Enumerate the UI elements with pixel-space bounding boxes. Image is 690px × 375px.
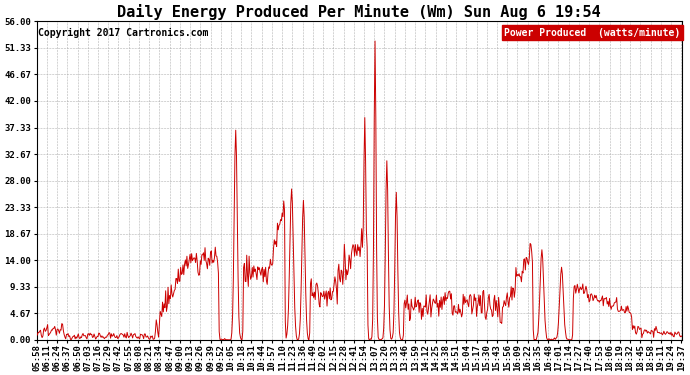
Text: Copyright 2017 Cartronics.com: Copyright 2017 Cartronics.com [38,28,208,38]
Text: Power Produced  (watts/minute): Power Produced (watts/minute) [504,28,681,38]
Title: Daily Energy Produced Per Minute (Wm) Sun Aug 6 19:54: Daily Energy Produced Per Minute (Wm) Su… [117,4,601,20]
